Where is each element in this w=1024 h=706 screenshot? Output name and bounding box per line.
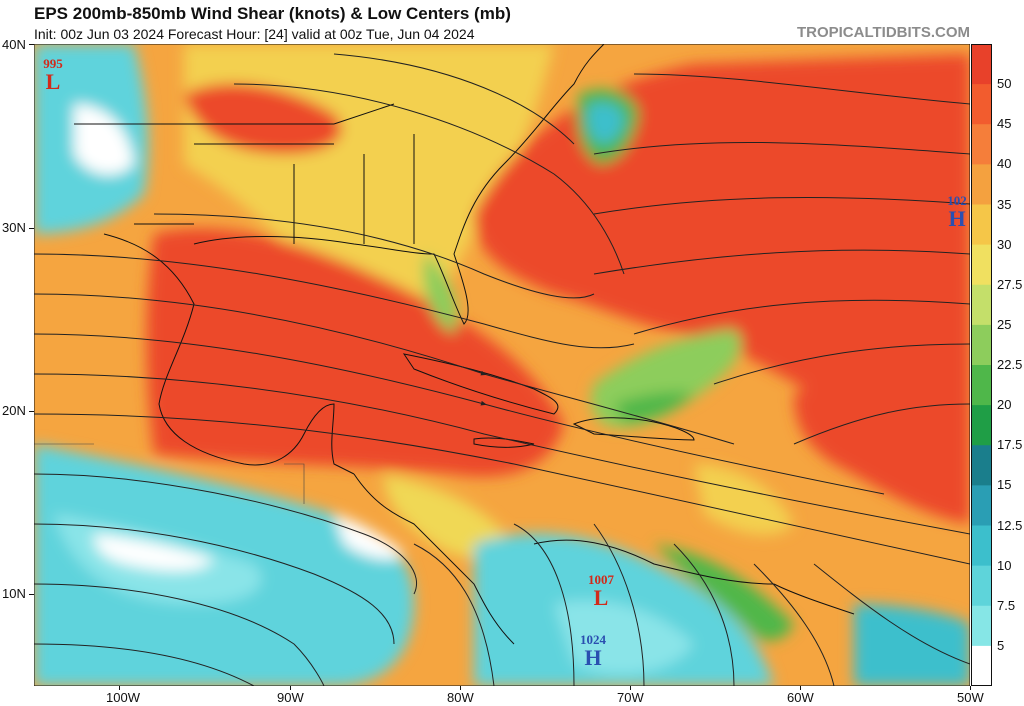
colorbar-swatch xyxy=(971,565,992,607)
coastlines xyxy=(74,44,855,645)
colorbar-border xyxy=(971,44,992,686)
colorbar-label: 50 xyxy=(997,76,1012,92)
colorbar-swatch xyxy=(971,244,992,286)
colorbar-swatch xyxy=(971,324,992,366)
colorbar-label: 45 xyxy=(997,116,1012,132)
lon-label-100w: 100W xyxy=(106,690,140,705)
lon-tick xyxy=(800,686,801,690)
lat-tick xyxy=(29,228,34,229)
lon-label-60w: 60W xyxy=(787,690,814,705)
colorbar-label: 7.5 xyxy=(997,597,1016,613)
lat-tick xyxy=(29,411,34,412)
shear-field xyxy=(34,44,970,686)
lon-tick xyxy=(290,686,291,690)
colorbar-swatch xyxy=(971,445,992,486)
colorbar-label: 12.5 xyxy=(997,517,1023,533)
colorbar-label: 30 xyxy=(997,236,1012,252)
high-center-102: 102 H xyxy=(942,193,972,231)
lat-label-20n: 20N xyxy=(2,403,26,418)
colorbar-swatch xyxy=(971,164,992,205)
colorbar-swatch xyxy=(971,645,992,686)
colorbar-label: 25 xyxy=(997,316,1012,332)
colorbar-label: 17.5 xyxy=(997,437,1023,453)
low-center-995: 995 L xyxy=(36,56,70,94)
colorbar-label: 5 xyxy=(997,637,1005,653)
streamlines xyxy=(34,53,970,686)
colorbar-swatch xyxy=(971,284,992,326)
lon-tick xyxy=(460,686,461,690)
lat-label-30n: 30N xyxy=(2,220,26,235)
colorbar-swatch xyxy=(971,124,992,165)
shear-colorbar xyxy=(971,44,992,686)
low-center-1007-value: 1007 xyxy=(588,572,614,587)
colorbar-swatch xyxy=(971,405,992,446)
low-center-995-letter: L xyxy=(45,69,61,94)
map-title: EPS 200mb-850mb Wind Shear (knots) & Low… xyxy=(34,4,511,23)
lon-tick xyxy=(970,686,971,690)
colorbar-label: 35 xyxy=(997,196,1012,212)
lat-tick xyxy=(29,44,34,45)
high-center-1024-value: 1024 xyxy=(580,632,606,647)
lat-tick xyxy=(29,594,34,595)
colorbar-swatch xyxy=(971,204,992,246)
colorbar-label: 15 xyxy=(997,477,1012,493)
lat-label-40n: 40N xyxy=(2,37,26,52)
low-center-1007: 1007 L xyxy=(581,572,621,610)
borders xyxy=(34,443,305,504)
lon-tick xyxy=(630,686,631,690)
colorbar-label: 22.5 xyxy=(997,357,1023,372)
lon-tick xyxy=(119,686,120,690)
wind-shear-map xyxy=(34,44,970,686)
high-center-102-value: 102 xyxy=(947,193,967,208)
high-center-1024: 1024 H xyxy=(573,632,613,670)
lon-label-80w: 80W xyxy=(447,690,474,705)
colorbar-swatch xyxy=(971,485,992,526)
colorbar-swatch xyxy=(971,365,992,406)
colorbar-swatch xyxy=(971,84,992,125)
colorbar-label: 10 xyxy=(997,557,1012,573)
high-center-1024-letter: H xyxy=(584,645,602,670)
colorbar-label: 40 xyxy=(997,156,1012,172)
high-center-102-letter: H xyxy=(948,206,966,231)
low-center-1007-letter: L xyxy=(593,585,609,610)
lon-label-90w: 90W xyxy=(277,690,304,705)
colorbar-label: 27.5 xyxy=(997,276,1023,292)
lat-label-10n: 10N xyxy=(2,586,26,601)
colorbar-swatch xyxy=(971,525,992,567)
colorbar-swatch xyxy=(971,605,992,647)
colorbar-swatch xyxy=(971,44,992,85)
site-brand: TROPICALTIDBITS.COM xyxy=(796,24,970,41)
low-center-995-value: 995 xyxy=(43,56,63,71)
lon-label-70w: 70W xyxy=(617,690,644,705)
colorbar-label: 20 xyxy=(997,397,1012,413)
lon-label-50w: 50W xyxy=(957,690,984,705)
map-subtitle: Init: 00z Jun 03 2024 Forecast Hour: [24… xyxy=(34,26,475,42)
